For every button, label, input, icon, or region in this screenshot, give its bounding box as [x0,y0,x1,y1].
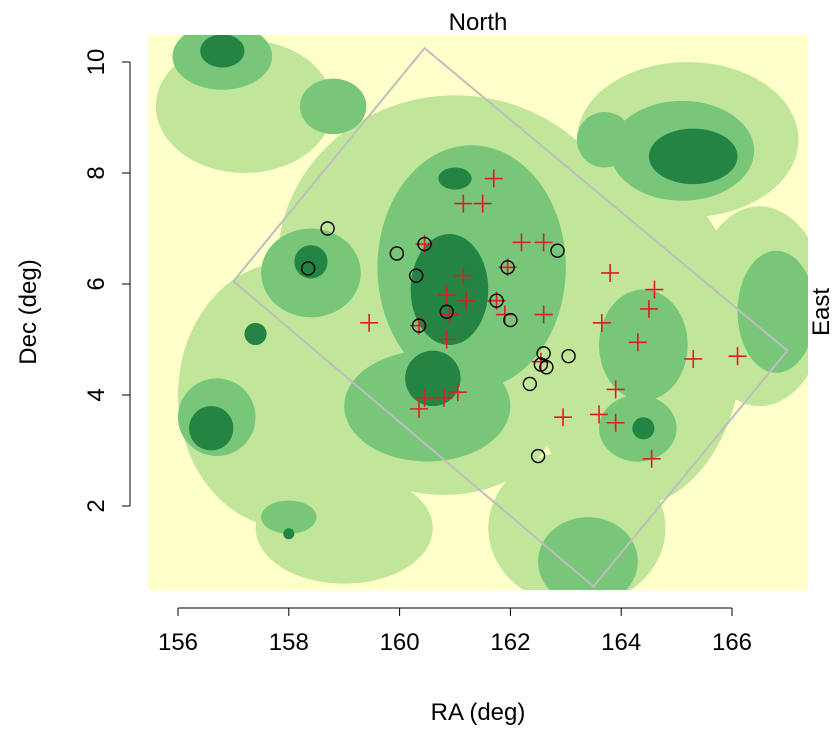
cross-marker-25 [606,380,625,399]
circle-marker-16 [530,448,546,464]
circle-marker-8 [439,304,454,319]
y-tick-label-10: 10 [83,49,110,76]
cross-marker-1 [473,194,492,213]
cross-marker-19 [645,280,664,299]
density-wash-region-1 [177,261,400,529]
cross-marker-18 [437,330,456,349]
circle-marker-12 [561,348,576,364]
plot-area [148,35,808,590]
density-blob-2 [438,167,472,190]
cross-marker-9 [437,286,456,305]
density-level-3-regions [189,35,738,540]
circle-marker-3 [300,261,316,276]
density-blob-4 [294,245,328,279]
circle-marker-2 [417,236,432,252]
survey-footprint [232,46,789,588]
cross-marker-30 [554,408,573,427]
x-axis: 156 158 160 162 164 166 [158,607,752,656]
density-blob-18 [261,500,317,534]
circle-marker-15 [522,376,537,392]
cross-markers-series [360,169,747,468]
density-blob-21 [299,78,367,135]
cross-marker-23 [728,347,747,366]
circle-marker-5 [500,260,515,275]
cross-marker-28 [415,388,434,407]
north-label: North [449,9,508,36]
cross-marker-22 [684,349,703,368]
circle-marker-4 [409,268,424,283]
cross-marker-14 [534,305,553,324]
cross-marker-13 [495,305,514,324]
density-blob-6 [405,350,461,407]
x-axis-title: RA (deg) [431,699,526,726]
y-tick-label-6: 6 [83,277,110,290]
density-blob-5 [344,350,511,462]
cross-marker-2 [454,194,473,213]
density-blob-22 [576,111,633,168]
density-blob-13 [599,289,688,401]
cross-marker-15 [360,313,379,332]
cross-marker-12 [440,305,459,324]
circle-marker-1 [389,246,405,261]
cross-marker-7 [454,266,473,285]
cross-marker-8 [601,263,620,282]
x-tick-label-156: 156 [158,629,198,656]
circle-marker-6 [550,243,565,258]
x-tick-label-162: 162 [490,629,530,656]
cross-marker-33 [642,449,661,468]
circle-markers-series [300,221,576,464]
density-blob-20 [244,322,267,346]
circle-marker-0 [320,221,335,236]
cross-marker-17 [592,313,611,332]
density-blob-19 [283,528,295,540]
cross-marker-31 [590,405,609,424]
y-tick-label-2: 2 [83,499,110,512]
cross-marker-21 [628,333,647,352]
cross-marker-29 [409,399,428,418]
cross-marker-3 [534,233,553,252]
cross-marker-4 [512,233,531,252]
density-blob-15 [632,417,655,440]
y-tick-label-4: 4 [83,388,110,401]
circle-marker-11 [536,346,551,361]
density-blob-8 [189,406,234,451]
cross-marker-26 [448,383,467,402]
y-tick-label-8: 8 [83,166,110,179]
y-axis: 2 4 6 8 10 [83,49,131,513]
y-axis-title: Dec (deg) [15,259,42,364]
x-tick-label-166: 166 [712,629,752,656]
circle-marker-10 [411,318,427,333]
circle-marker-9 [503,312,518,328]
density-blob-17 [538,517,638,590]
cross-marker-10 [457,291,476,310]
density-blob-16 [737,250,808,373]
east-label: East [808,288,832,336]
x-tick-label-160: 160 [380,629,420,656]
circle-marker-7 [489,293,504,308]
x-tick-label-158: 158 [269,629,309,656]
cross-marker-0 [484,169,503,188]
density-blob-10 [648,128,738,185]
density-blob-1 [410,234,489,346]
circle-marker-14 [539,360,554,375]
cross-marker-32 [606,413,625,432]
cross-marker-27 [434,388,453,407]
cross-marker-20 [639,299,658,318]
density-wash-region-6 [255,472,433,584]
density-blob-12 [200,35,245,68]
x-tick-label-164: 164 [601,629,641,656]
